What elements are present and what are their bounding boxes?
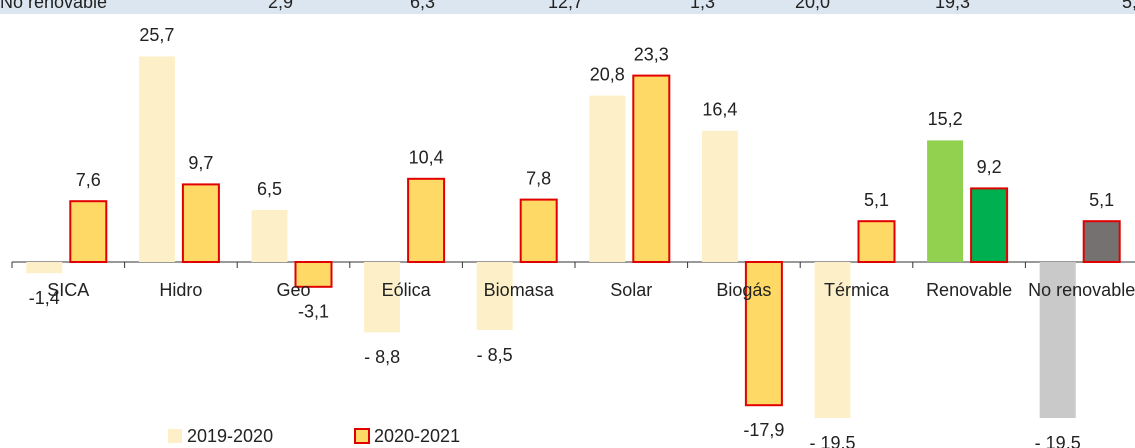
data-label: - 8,8 [364,347,400,367]
data-label: 10,4 [409,148,444,168]
data-label: 7,8 [526,168,551,188]
row-value: 12,7 [548,0,584,12]
bar [294,261,333,288]
data-label: - 8,5 [477,345,513,365]
row-value: 5, [1122,0,1135,12]
data-label: 9,2 [977,157,1002,177]
row-value: 2,9 [268,0,294,12]
x-tick-label: Renovable [926,280,1013,300]
data-label: 20,8 [590,64,625,84]
row-value: 6,3 [410,0,436,12]
data-label: 7,6 [76,170,101,190]
bar [701,130,738,262]
data-label: -17,9 [743,420,784,440]
bar [138,56,175,263]
x-tick-label: Geo [276,280,311,300]
legend-swatch [168,429,182,443]
bar [1082,220,1121,263]
legend-label: 2019-2020 [187,426,273,446]
data-label: - 19,5 [1035,433,1081,448]
x-tick-label: No renovable [1028,280,1135,300]
bar [364,262,401,333]
bar [69,200,108,263]
row-value: 19,3 [935,0,971,12]
legend-swatch [354,428,370,444]
bar [407,177,446,263]
bar [632,74,671,263]
x-tick-label: Solar [610,280,653,300]
data-label: 25,7 [139,25,174,45]
data-label: 6,5 [257,179,282,199]
bar [251,210,288,262]
bar [857,220,896,263]
bar [814,262,851,418]
bar [26,262,63,274]
row-label: No renovable [0,0,108,12]
x-tick-label: Térmica [823,280,889,300]
bar [1039,262,1076,418]
x-tick-label: SICA [47,280,90,300]
data-label: 16,4 [702,100,737,120]
bar [519,198,558,264]
bar [476,262,513,330]
data-label: - 19,5 [809,433,855,448]
data-label: 9,7 [188,153,213,173]
data-label: 5,1 [864,190,889,210]
bar [744,261,783,407]
data-label: 15,2 [928,109,963,129]
x-tick-label: Hidro [159,280,203,300]
legend-label: 2020-2021 [374,426,460,446]
data-label: 5,1 [1089,190,1114,210]
x-tick-label: Biogás [716,280,772,300]
row-value: 20,0 [795,0,831,12]
row-value: 1,3 [690,0,716,12]
data-label: -3,1 [298,302,329,322]
x-tick-label: Biomasa [483,280,554,300]
bar [589,95,626,262]
bar [970,187,1009,263]
x-tick-label: Eólica [381,280,431,300]
data-label: -1,4 [29,288,60,308]
bar [927,140,964,262]
top-row: No renovable 2,9 6,3 12,7 1,3 20,0 19,3 5, [0,0,1135,14]
bar [181,183,220,263]
data-label: 23,3 [634,44,669,64]
